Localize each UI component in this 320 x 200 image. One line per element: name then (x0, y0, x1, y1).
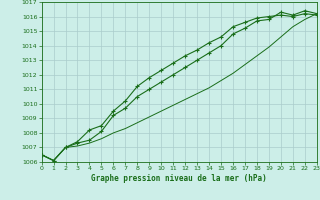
X-axis label: Graphe pression niveau de la mer (hPa): Graphe pression niveau de la mer (hPa) (91, 174, 267, 183)
